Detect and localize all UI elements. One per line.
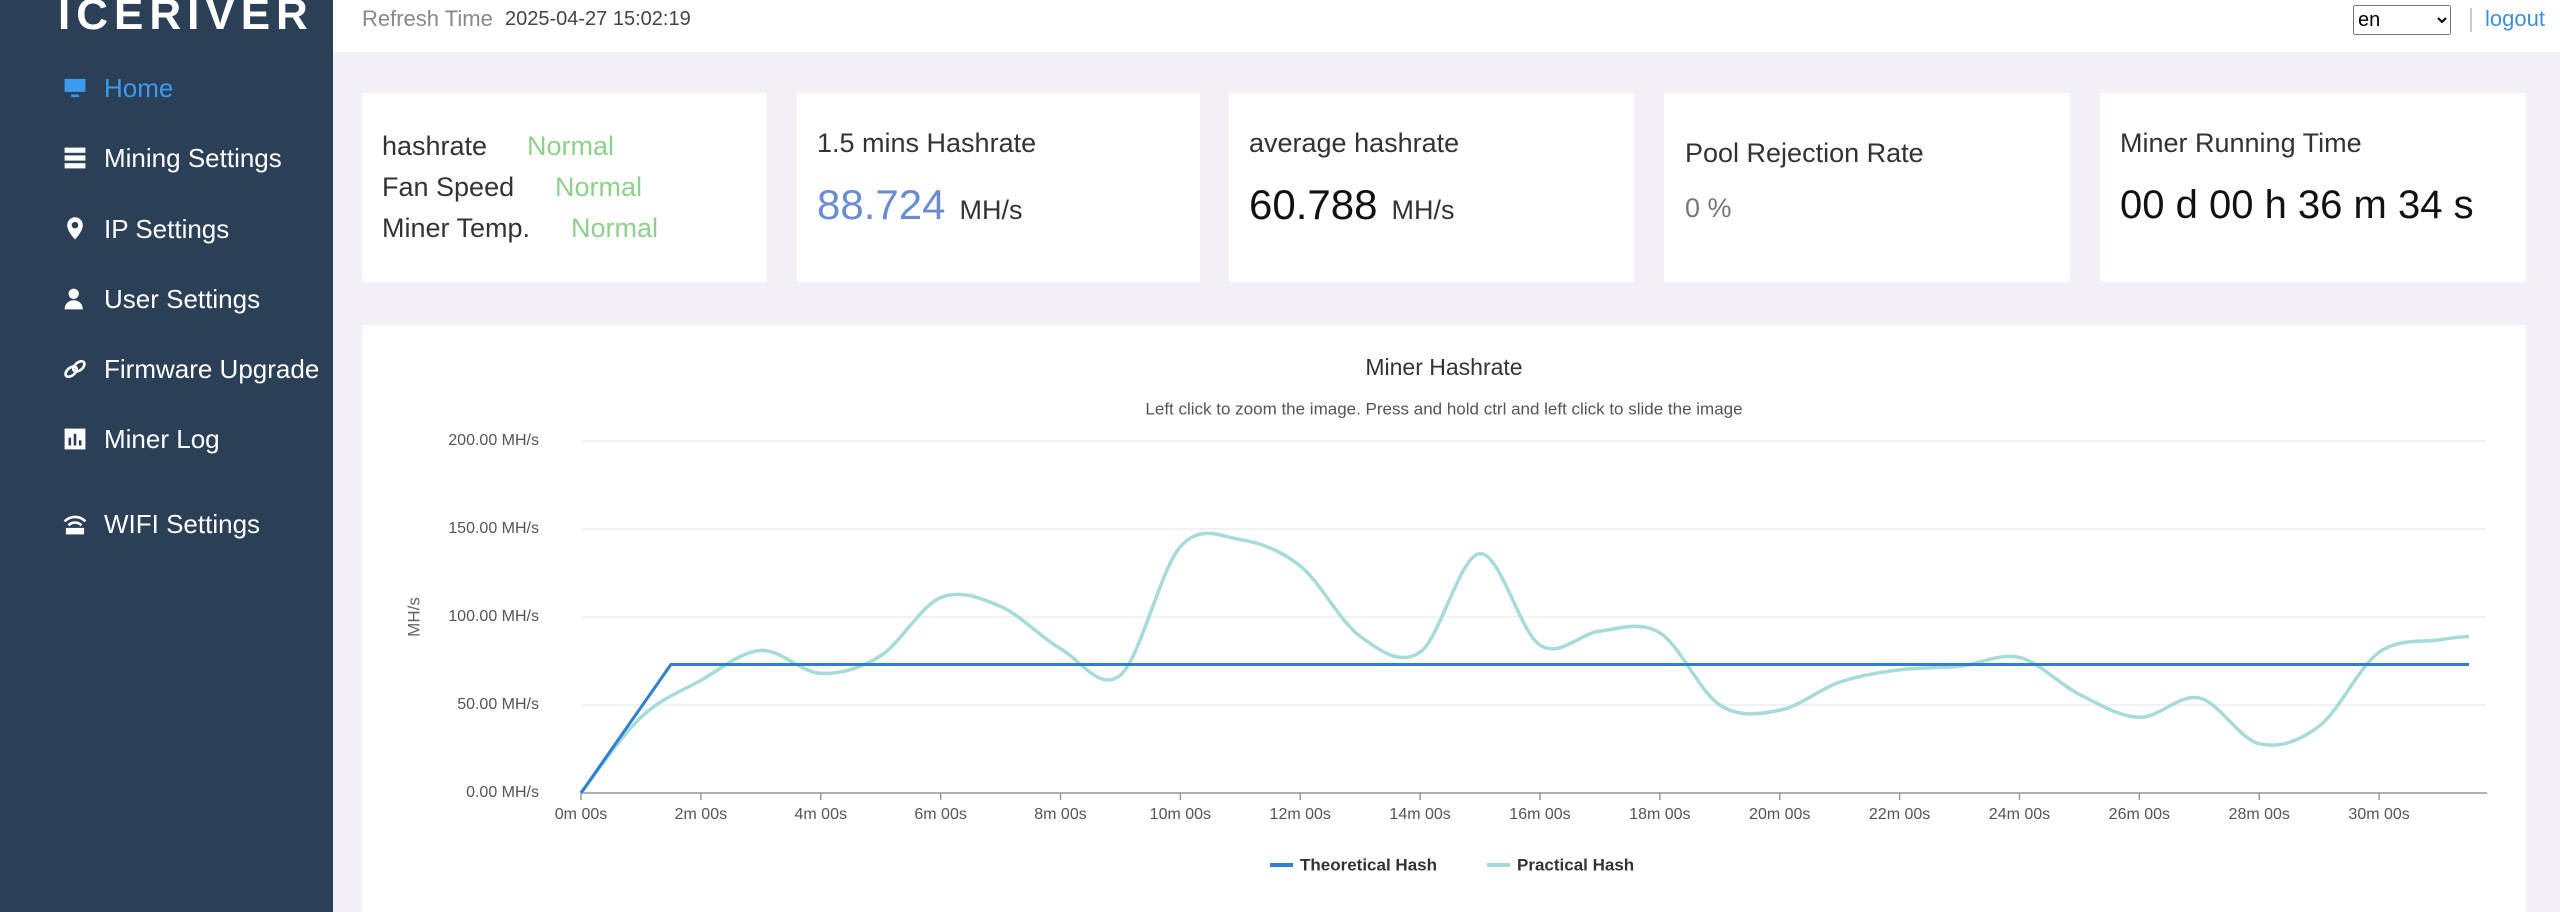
y-tick-label: 150.00 MH/s [448, 520, 539, 537]
chart-subtitle: Left click to zoom the image. Press and … [1145, 399, 1742, 418]
card-value: 0 % [1685, 193, 1732, 223]
card-title: 1.5 mins Hashrate [817, 128, 1037, 158]
legend-label: Practical Hash [1517, 855, 1634, 874]
status-value: Normal [527, 131, 615, 161]
card-value: 88.724 MH/s [817, 181, 1022, 229]
status-label: Miner Temp. [382, 213, 531, 243]
status-card: hashrate Normal Fan Speed Normal Miner T… [362, 93, 767, 282]
nav-label: Mining Settings [104, 142, 282, 173]
y-tick-label: 50.00 MH/s [457, 696, 539, 713]
x-tick-label: 20m 00s [1749, 806, 1810, 823]
x-tick-label: 10m 00s [1150, 806, 1211, 823]
status-label: Fan Speed [382, 172, 515, 202]
x-tick-label: 28m 00s [2229, 806, 2290, 823]
nav-label: Miner Log [104, 423, 220, 454]
x-tick-label: 18m 00s [1629, 806, 1690, 823]
x-tick-label: 24m 00s [1989, 806, 2050, 823]
y-tick-label: 100.00 MH/s [448, 608, 539, 625]
top-bar: Refresh Time 2025-04-27 15:02:19 en logo… [333, 0, 2560, 52]
value: 60.788 [1249, 181, 1378, 228]
status-value: Normal [571, 213, 659, 243]
x-tick-label: 6m 00s [914, 806, 966, 823]
nav-item[interactable]: IP Settings [62, 209, 229, 249]
refresh-label: Refresh Time [362, 6, 493, 31]
x-tick-label: 12m 00s [1270, 806, 1331, 823]
y-tick-label: 200.00 MH/s [448, 432, 539, 449]
nav-label: IP Settings [104, 213, 230, 244]
card-title: average hashrate [1249, 128, 1460, 158]
x-tick-label: 8m 00s [1034, 806, 1086, 823]
rejection-card: Pool Rejection Rate 0 % [1664, 93, 2070, 282]
unit: MH/s [1391, 195, 1455, 225]
chart-panel: Miner Hashrate Left click to zoom the im… [362, 325, 2526, 912]
nav-label: WIFI Settings [104, 508, 261, 539]
sidebar: ICERIVER Home Mining Settings IP Setting… [0, 0, 333, 912]
x-tick-label: 16m 00s [1509, 806, 1570, 823]
hashrate-card: 1.5 mins Hashrate 88.724 MH/s [797, 93, 1200, 282]
nav-item[interactable]: Home [62, 68, 173, 108]
x-tick-label: 30m 00s [2348, 806, 2409, 823]
nav-item[interactable]: Miner Log [62, 419, 220, 459]
card-title: Pool Rejection Rate [1685, 138, 1924, 168]
series-line [579, 663, 2470, 794]
card-value: 00 d 00 h 36 m 34 s [2120, 183, 2474, 227]
unit: MH/s [959, 195, 1023, 225]
nav-item[interactable]: Firmware Upgrade [62, 349, 319, 389]
chart: Miner Hashrate Left click to zoom the im… [404, 354, 2487, 874]
status-value: Normal [555, 172, 643, 202]
nav-label: User Settings [104, 283, 261, 314]
x-tick-label: 2m 00s [675, 806, 727, 823]
logout-link[interactable]: logout [2485, 6, 2545, 31]
y-axis-label: MH/s [404, 597, 423, 637]
runtime-card: Miner Running Time 00 d 00 h 36 m 34 s [2100, 93, 2526, 282]
card-value: 60.788 MH/s [1249, 181, 1454, 229]
value: 88.724 [817, 181, 946, 228]
x-tick-label: 14m 00s [1389, 806, 1450, 823]
nav-label: Home [104, 72, 174, 103]
nav-item[interactable]: User Settings [62, 279, 260, 319]
x-tick-label: 4m 00s [795, 806, 847, 823]
legend-label: Theoretical Hash [1300, 855, 1437, 874]
average-card: average hashrate 60.788 MH/s [1229, 93, 1634, 282]
separator [2470, 8, 2472, 32]
nav-item[interactable]: Mining Settings [62, 138, 282, 178]
language-select[interactable]: en [2353, 5, 2451, 35]
chart-title: Miner Hashrate [1365, 354, 1522, 380]
nav-label: Firmware Upgrade [104, 353, 320, 384]
refresh-time: 2025-04-27 15:02:19 [505, 8, 691, 30]
x-tick-label: 26m 00s [2109, 806, 2170, 823]
logo: ICERIVER [58, 0, 314, 39]
nav-item[interactable]: WIFI Settings [62, 504, 260, 544]
x-tick-label: 22m 00s [1869, 806, 1930, 823]
y-tick-label: 0.00 MH/s [466, 784, 539, 801]
x-tick-label: 0m 00s [555, 806, 607, 823]
status-label: hashrate [382, 131, 488, 161]
series-line [579, 531, 2470, 795]
card-title: Miner Running Time [2120, 128, 2362, 158]
